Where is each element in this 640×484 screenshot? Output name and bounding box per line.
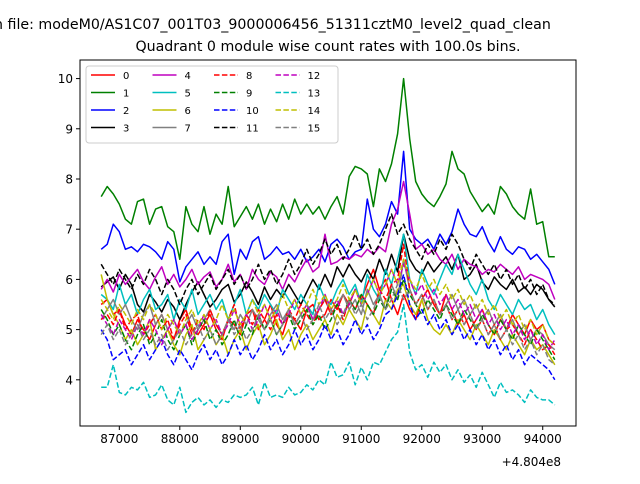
x-tick-label: 94000	[524, 432, 562, 446]
chart-title: Quadrant 0 module wise count rates with …	[135, 39, 520, 55]
y-tick-label: 7	[65, 223, 73, 237]
legend-label-8: 8	[246, 71, 252, 82]
series-line-11	[100, 213, 556, 306]
series-line-6	[100, 274, 556, 366]
legend-label-0: 0	[123, 71, 129, 82]
series-line-3	[100, 233, 556, 321]
y-tick-label: 9	[65, 122, 73, 136]
legend-label-15: 15	[308, 124, 321, 135]
legend-label-3: 3	[123, 124, 129, 135]
legend-label-6: 6	[185, 106, 191, 117]
x-tick-label: 87000	[100, 432, 138, 446]
series-line-9	[100, 278, 556, 361]
x-tick-label: 89000	[221, 432, 259, 446]
series-line-14	[100, 258, 556, 346]
legend-label-13: 13	[308, 89, 321, 100]
figure-suptitle: n file: modeM0/AS1C07_001T03_9000006456_…	[0, 17, 551, 33]
series-line-10	[100, 273, 556, 381]
x-tick-label: 88000	[161, 432, 199, 446]
y-tick-label: 8	[65, 172, 73, 186]
series-line-12	[100, 263, 556, 351]
legend-label-1: 1	[123, 89, 129, 100]
x-axis: 87000 88000 89000 90000 91000 92000 93000 94000	[100, 426, 562, 446]
series-line-4	[100, 180, 556, 300]
legend-label-11: 11	[246, 124, 259, 135]
series-line-15	[100, 283, 556, 366]
legend-label-5: 5	[185, 89, 191, 100]
legend-label-7: 7	[185, 124, 191, 135]
series-line-13	[101, 303, 556, 414]
y-tick-label: 5	[65, 323, 73, 337]
x-tick-label: 92000	[403, 432, 441, 446]
y-tick-label: 10	[58, 72, 73, 86]
legend-label-14: 14	[308, 106, 321, 117]
y-axis: 4 5 6 7 8 9 10	[58, 72, 80, 387]
x-tick-label: 91000	[342, 432, 380, 446]
plot-frame	[79, 59, 577, 427]
x-offset-label: +4.804e8	[502, 455, 561, 469]
y-tick-label: 6	[65, 273, 73, 287]
legend-label-10: 10	[246, 106, 259, 117]
legend-label-2: 2	[123, 106, 129, 117]
y-tick-label: 4	[65, 373, 73, 387]
series-line-1	[100, 77, 555, 261]
legend-label-12: 12	[308, 71, 321, 82]
legend-label-9: 9	[246, 89, 252, 100]
x-tick-label: 90000	[282, 432, 320, 446]
x-tick-label: 93000	[463, 432, 501, 446]
legend-label-4: 4	[185, 71, 191, 82]
legend-box	[85, 65, 339, 144]
